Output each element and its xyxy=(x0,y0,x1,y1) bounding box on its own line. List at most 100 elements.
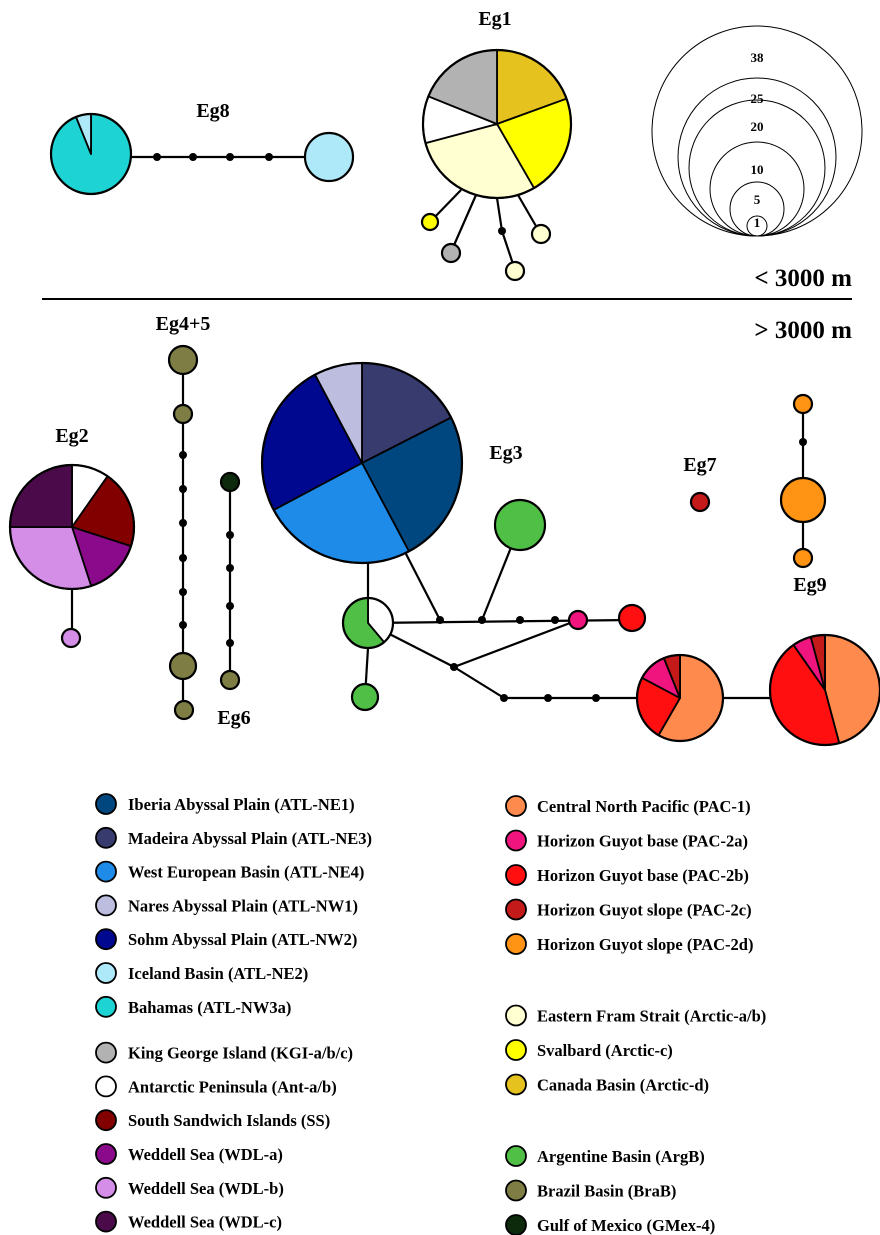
network-edge xyxy=(453,618,579,669)
haplotype-outline xyxy=(8,463,136,591)
legend-swatch xyxy=(95,1210,117,1233)
haplotype-eg3-green xyxy=(493,498,547,552)
network-edge xyxy=(449,194,478,253)
legend-swatch xyxy=(95,928,117,951)
mutation-step-dot xyxy=(516,616,524,624)
haplotype-eg1-d xyxy=(530,223,552,245)
haplotype-slice xyxy=(689,491,711,513)
network-edge xyxy=(495,197,504,232)
haplotype-eg9-c xyxy=(792,547,814,569)
legend-swatch xyxy=(95,894,117,917)
haplotype-slice xyxy=(173,699,195,721)
haplotype-slice xyxy=(440,242,462,264)
legend-swatch xyxy=(95,793,117,815)
legend-swatch xyxy=(95,1041,117,1064)
legend-swatch xyxy=(505,829,527,852)
haplotype-slice xyxy=(60,627,82,649)
legend-label: Horizon Guyot slope (PAC-2d) xyxy=(537,935,753,954)
mutation-step-dot xyxy=(179,519,187,527)
haplotype-slice xyxy=(168,651,198,681)
network-label-eg8: Eg8 xyxy=(196,100,229,122)
legend-swatch xyxy=(505,933,527,955)
haplotype-eg3-mid xyxy=(341,596,395,650)
legend-swatch xyxy=(95,860,117,883)
mutation-step-dot xyxy=(544,694,552,702)
legend-swatch xyxy=(505,1179,527,1202)
size-scale: 38 25 20 10 5 1 xyxy=(651,25,863,237)
legend-label: Madeira Abyssal Plain (ATL-NE3) xyxy=(128,829,372,848)
haplotype-eg6-b xyxy=(219,669,241,691)
haplotype-eg8-b xyxy=(303,131,355,183)
legend-label: Central North Pacific (PAC-1) xyxy=(537,797,751,816)
mutation-steps xyxy=(153,153,807,702)
network-label-eg4-5: Eg4+5 xyxy=(156,313,211,335)
scale-value: 38 xyxy=(751,50,765,65)
legend-swatch xyxy=(95,1075,117,1098)
legend-swatch xyxy=(505,1039,527,1061)
legend-label: Eastern Fram Strait (Arctic-a/b) xyxy=(537,1007,766,1026)
scale-value: 25 xyxy=(751,91,765,106)
mutation-step-dot xyxy=(179,451,187,459)
mutation-step-dot xyxy=(226,602,234,610)
legend-swatch xyxy=(95,826,117,849)
mutation-step-dot xyxy=(179,554,187,562)
haplotype-slice xyxy=(167,344,199,376)
legend-label: Horizon Guyot base (PAC-2b) xyxy=(537,866,749,885)
haplotype-slice xyxy=(420,212,440,232)
legend-swatch xyxy=(95,1109,117,1132)
scale-value: 5 xyxy=(754,192,761,207)
haplotype-eg1-b xyxy=(440,242,462,264)
depth-label-deep: > 3000 m xyxy=(754,317,852,344)
haplotype-slice xyxy=(172,403,194,425)
legend-label: King George Island (KGI-a/b/c) xyxy=(128,1044,353,1063)
mutation-step-dot xyxy=(498,227,506,235)
legend-label: Weddell Sea (WDL-b) xyxy=(128,1179,284,1198)
haplotype-eg1-c xyxy=(504,260,526,282)
haplotype-outline xyxy=(421,48,573,200)
network-edge xyxy=(403,549,441,621)
mutation-step-dot xyxy=(226,564,234,572)
legend-swatch xyxy=(505,864,527,886)
mutation-step-dot xyxy=(226,531,234,539)
haplotype-eg1-main xyxy=(421,48,573,200)
legend-swatch xyxy=(95,1143,117,1165)
haplotype-eg4-d xyxy=(173,699,195,721)
haplotype-eg4-b xyxy=(172,403,194,425)
haplotype-slice xyxy=(567,609,589,631)
haplotype-outline xyxy=(635,653,725,743)
network-edge xyxy=(367,618,633,625)
network-edge xyxy=(453,666,505,699)
haplotype-eg1-a xyxy=(420,212,440,232)
haplotype-slice xyxy=(219,669,241,691)
network-label-eg2: Eg2 xyxy=(55,425,88,447)
haplotype-outline xyxy=(260,361,464,565)
legend-label: Weddell Sea (WDL-a) xyxy=(128,1145,283,1164)
depth-label-shallow: < 3000 m xyxy=(754,265,852,292)
haplotype-slice xyxy=(530,223,552,245)
legend-swatch xyxy=(505,898,527,921)
legend-swatch xyxy=(95,962,117,984)
haplotype-eg3-main xyxy=(260,361,464,565)
haplotype-slice xyxy=(303,131,355,183)
haplotype-eg2-b xyxy=(60,627,82,649)
scale-value: 20 xyxy=(751,119,764,134)
haplotype-eg4-c xyxy=(168,651,198,681)
legend-swatch xyxy=(505,1145,527,1167)
mutation-step-dot xyxy=(226,639,234,647)
legend-label: Horizon Guyot base (PAC-2a) xyxy=(537,832,748,851)
mutation-step-dot xyxy=(500,694,508,702)
haplotype-slice xyxy=(617,603,647,633)
haplotype-eg2-main xyxy=(8,463,136,591)
mutation-step-dot xyxy=(478,616,486,624)
haplotype-eg8-main xyxy=(49,112,133,196)
haplotype-slice xyxy=(493,498,547,552)
haplotype-eg9-a xyxy=(792,393,814,415)
haplotype-slice xyxy=(792,547,814,569)
haplotype-eg3-pac-b xyxy=(768,633,880,747)
mutation-step-dot xyxy=(179,588,187,596)
haplotype-slice xyxy=(792,393,814,415)
mutation-step-dot xyxy=(265,153,273,161)
network-label-eg7: Eg7 xyxy=(683,454,716,476)
legend-label: West European Basin (ATL-NE4) xyxy=(128,863,364,882)
haplotype-slice xyxy=(779,476,827,524)
